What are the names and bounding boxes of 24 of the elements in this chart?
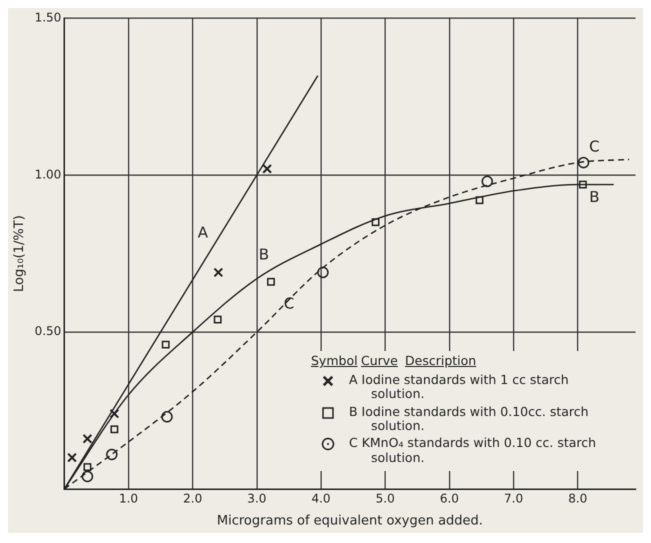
y-tick-label: 1.50 (34, 10, 62, 24)
x-tick-label: 5.0 (376, 491, 395, 506)
annotation: C (284, 294, 294, 313)
x-axis-title: Micrograms of equivalent oxygen added. (216, 514, 483, 529)
legend-label: B Iodine standards with 0.10cc. starch solution. (349, 404, 590, 434)
annotation: Description (405, 353, 478, 369)
x-tick-label: 6.0 (440, 491, 459, 506)
annotation: A (198, 224, 209, 242)
legend-label: C KMnO₄ standards with 0.10 cc. starch solution. (349, 435, 598, 465)
y-axis-title: Log₁₀(1/%T) (12, 215, 28, 292)
annotation: Curve (361, 353, 399, 369)
x-tick-label: 3.0 (247, 491, 266, 506)
annotation: C (589, 137, 600, 156)
x-tick-label: 1.0 (118, 491, 138, 506)
annotation: B (258, 246, 270, 264)
x-tick-label: 2.0 (183, 491, 202, 506)
annotation: Symbol (311, 353, 359, 369)
x-tick-label: 4.0 (311, 491, 331, 506)
x-tick-label: 8.0 (568, 491, 588, 506)
y-tick-label: 1.00 (34, 167, 62, 182)
x-tick-label: 7.0 (504, 491, 524, 506)
legend-label: A Iodine standards with 1 cc starch solution. (349, 372, 570, 402)
annotation: B (589, 188, 600, 206)
y-tick-label: 0.50 (34, 324, 62, 338)
